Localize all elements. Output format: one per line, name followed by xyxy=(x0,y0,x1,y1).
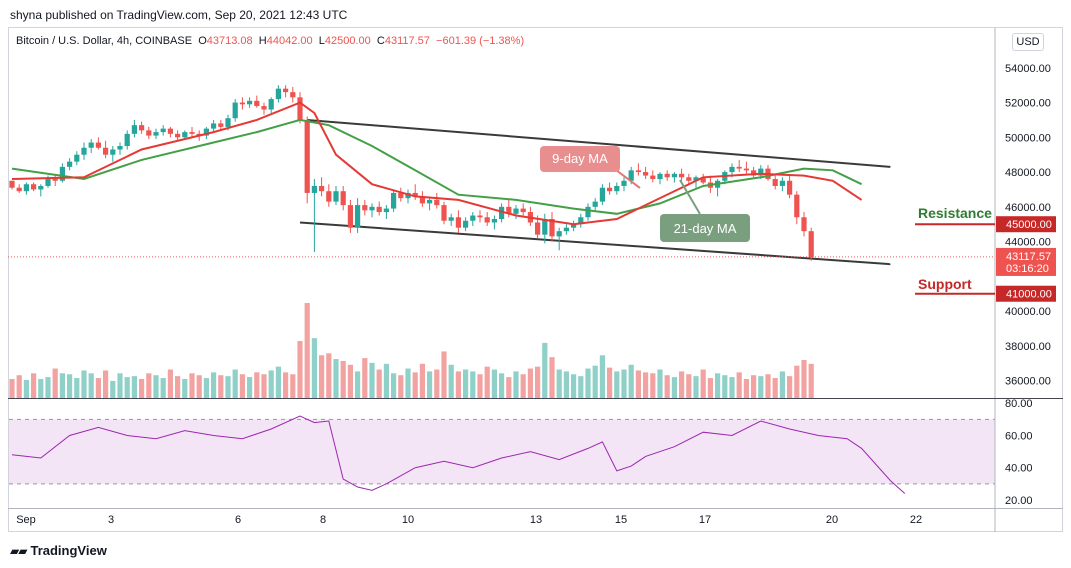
footer-brand: TradingView xyxy=(30,543,107,558)
symbol-title[interactable]: Bitcoin / U.S. Dollar, 4h, COINBASE xyxy=(16,35,193,47)
open-label: O xyxy=(198,35,207,47)
symbol-legend: Bitcoin / U.S. Dollar, 4h, COINBASE O437… xyxy=(16,35,524,47)
close-label: C xyxy=(376,35,385,47)
close-value: 43117.57 xyxy=(384,35,430,47)
tradingview-footer[interactable]: ▰▰ TradingView xyxy=(10,543,107,558)
chart-frame xyxy=(8,27,1063,532)
published-header: shyna published on TradingView.com, Sep … xyxy=(10,8,348,22)
high-label: H xyxy=(258,35,267,47)
open-value: 43713.08 xyxy=(206,35,253,47)
high-value: 44042.00 xyxy=(266,35,313,47)
low-label: L xyxy=(318,35,325,47)
currency-button[interactable]: USD xyxy=(1012,33,1044,51)
change-value: −601.39 (−1.38%) xyxy=(436,35,525,47)
tradingview-logo-icon: ▰▰ xyxy=(10,543,27,558)
low-value: 42500.00 xyxy=(324,35,371,47)
